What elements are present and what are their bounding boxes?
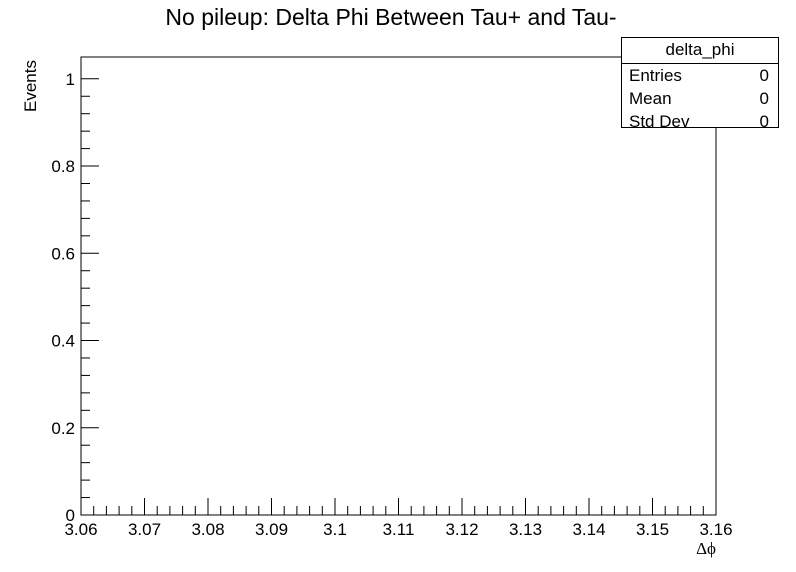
y-tick-label: 1 <box>66 70 75 89</box>
x-tick-label: 3.15 <box>636 520 669 539</box>
stats-label: Mean <box>629 89 672 108</box>
stats-row-stddev: Std Dev 0 <box>622 110 778 133</box>
x-tick-label: 3.14 <box>572 520 605 539</box>
y-tick-label: 0 <box>66 506 75 525</box>
y-axis-label: Events <box>21 60 40 112</box>
x-axis: 3.06 3.07 3.08 3.09 3.1 3.11 3.12 3.13 3.14 3.15 3… <box>64 498 733 539</box>
x-tick-label: 3.12 <box>445 520 478 539</box>
y-tick-label: 0.4 <box>51 332 75 351</box>
x-tick-label: 3.06 <box>64 520 97 539</box>
y-tick-label: 0.6 <box>51 244 75 263</box>
stats-value: 0 <box>759 89 769 108</box>
x-tick-label: 3.16 <box>699 520 732 539</box>
x-tick-label: 3.07 <box>128 520 161 539</box>
x-axis-label: Δϕ <box>696 539 716 558</box>
x-tick-label: 3.11 <box>383 520 415 539</box>
x-tick-label: 3.09 <box>255 520 288 539</box>
stats-value: 0 <box>759 112 769 131</box>
stats-row-entries: Entries 0 <box>622 64 778 87</box>
y-tick-label: 0.2 <box>51 419 75 438</box>
stats-label: Entries <box>629 66 682 85</box>
x-tick-label: 3.13 <box>509 520 542 539</box>
chart-title: No pileup: Delta Phi Between Tau+ and Ta… <box>165 4 617 30</box>
y-tick-label: 0.8 <box>51 157 75 176</box>
y-axis: 0 0.2 0.4 0.6 0.8 1 <box>51 70 99 525</box>
stats-value: 0 <box>759 66 769 85</box>
x-tick-label: 3.08 <box>191 520 224 539</box>
stats-box: delta_phi Entries 0 Mean 0 Std Dev 0 <box>621 37 779 131</box>
x-tick-label: 3.1 <box>323 520 347 539</box>
stats-label: Std Dev <box>629 112 690 131</box>
stats-box-title: delta_phi <box>622 38 778 64</box>
stats-row-mean: Mean 0 <box>622 87 778 110</box>
